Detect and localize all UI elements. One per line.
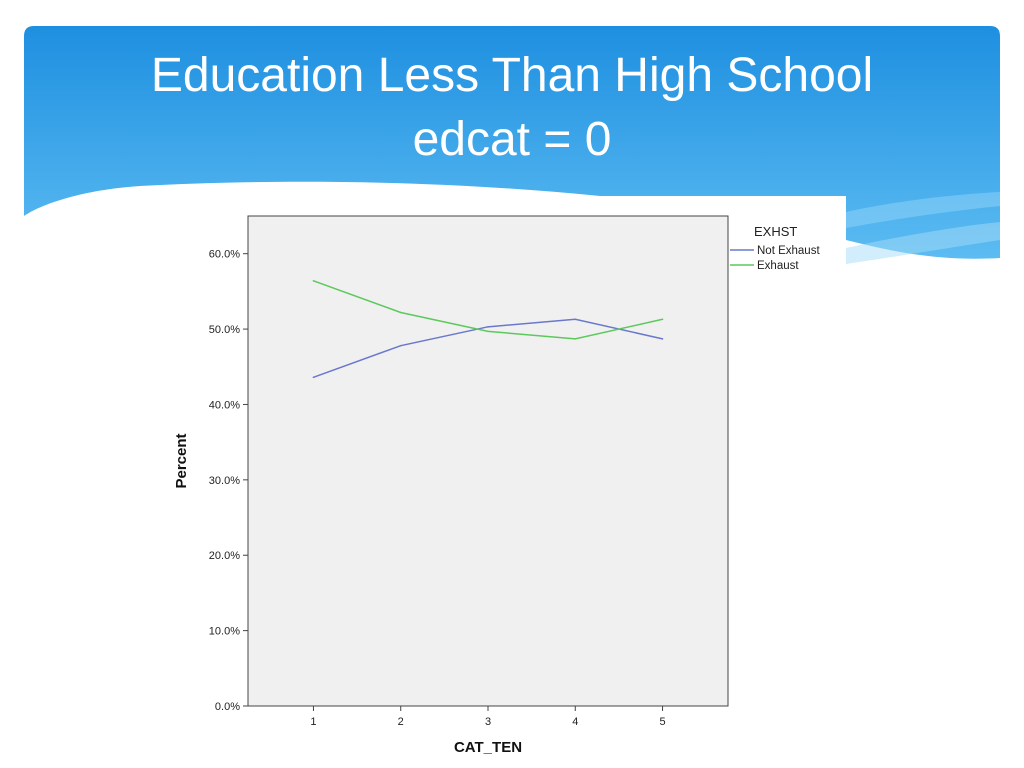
y-tick-label: 0.0% xyxy=(215,701,240,713)
x-tick-label: 5 xyxy=(659,716,665,728)
y-tick-label: 20.0% xyxy=(209,550,240,562)
banner-shape xyxy=(24,26,1000,259)
legend-label: Not Exhaust xyxy=(757,245,820,257)
series-lines xyxy=(312,280,664,379)
data-point xyxy=(661,338,664,340)
y-tick-label: 10.0% xyxy=(209,626,240,638)
y-axis: 0.0% 10.0% 20.0% 30.0% 40.0% 50.0% 60.0% xyxy=(209,249,248,713)
data-point xyxy=(574,318,577,321)
data-point xyxy=(661,318,664,321)
x-tick-label: 2 xyxy=(398,716,404,728)
data-point xyxy=(399,344,402,347)
data-point xyxy=(312,376,315,379)
data-point xyxy=(487,326,489,328)
x-axis-title: CAT_TEN xyxy=(454,739,522,756)
data-point xyxy=(312,280,315,282)
legend-label: Exhaust xyxy=(757,260,799,272)
y-tick-label: 60.0% xyxy=(209,249,240,261)
line-chart: 0.0% 10.0% 20.0% 30.0% 40.0% 50.0% 60.0% 1 2 3 4 5… xyxy=(173,215,820,756)
legend-title: EXHST xyxy=(754,224,797,239)
y-axis-title: Percent xyxy=(173,433,190,488)
x-tick-label: 3 xyxy=(485,716,491,728)
data-point xyxy=(399,311,402,314)
chart-panel: 0.0% 10.0% 20.0% 30.0% 40.0% 50.0% 60.0% 1 2 3 4 5… xyxy=(156,196,846,768)
x-tick-label: 4 xyxy=(572,716,578,728)
legend: EXHST Not Exhaust Exhaust xyxy=(730,224,820,272)
banner-wave-2 xyxy=(846,222,1000,264)
y-tick-label: 30.0% xyxy=(209,475,240,487)
banner-wave-1 xyxy=(846,192,1000,228)
y-tick-label: 50.0% xyxy=(209,324,240,336)
title-line-1: Education Less Than High School xyxy=(150,49,874,102)
title-line-2: edcat = 0 xyxy=(412,113,612,166)
data-point xyxy=(487,330,489,333)
y-tick-label: 40.0% xyxy=(209,399,240,411)
data-point xyxy=(574,338,577,340)
plot-area xyxy=(247,215,729,707)
x-axis: 1 2 3 4 5 xyxy=(310,706,666,728)
slide-title: Education Less Than High School edcat = … xyxy=(24,44,1000,172)
x-tick-label: 1 xyxy=(310,716,316,728)
title-banner xyxy=(24,26,1000,264)
